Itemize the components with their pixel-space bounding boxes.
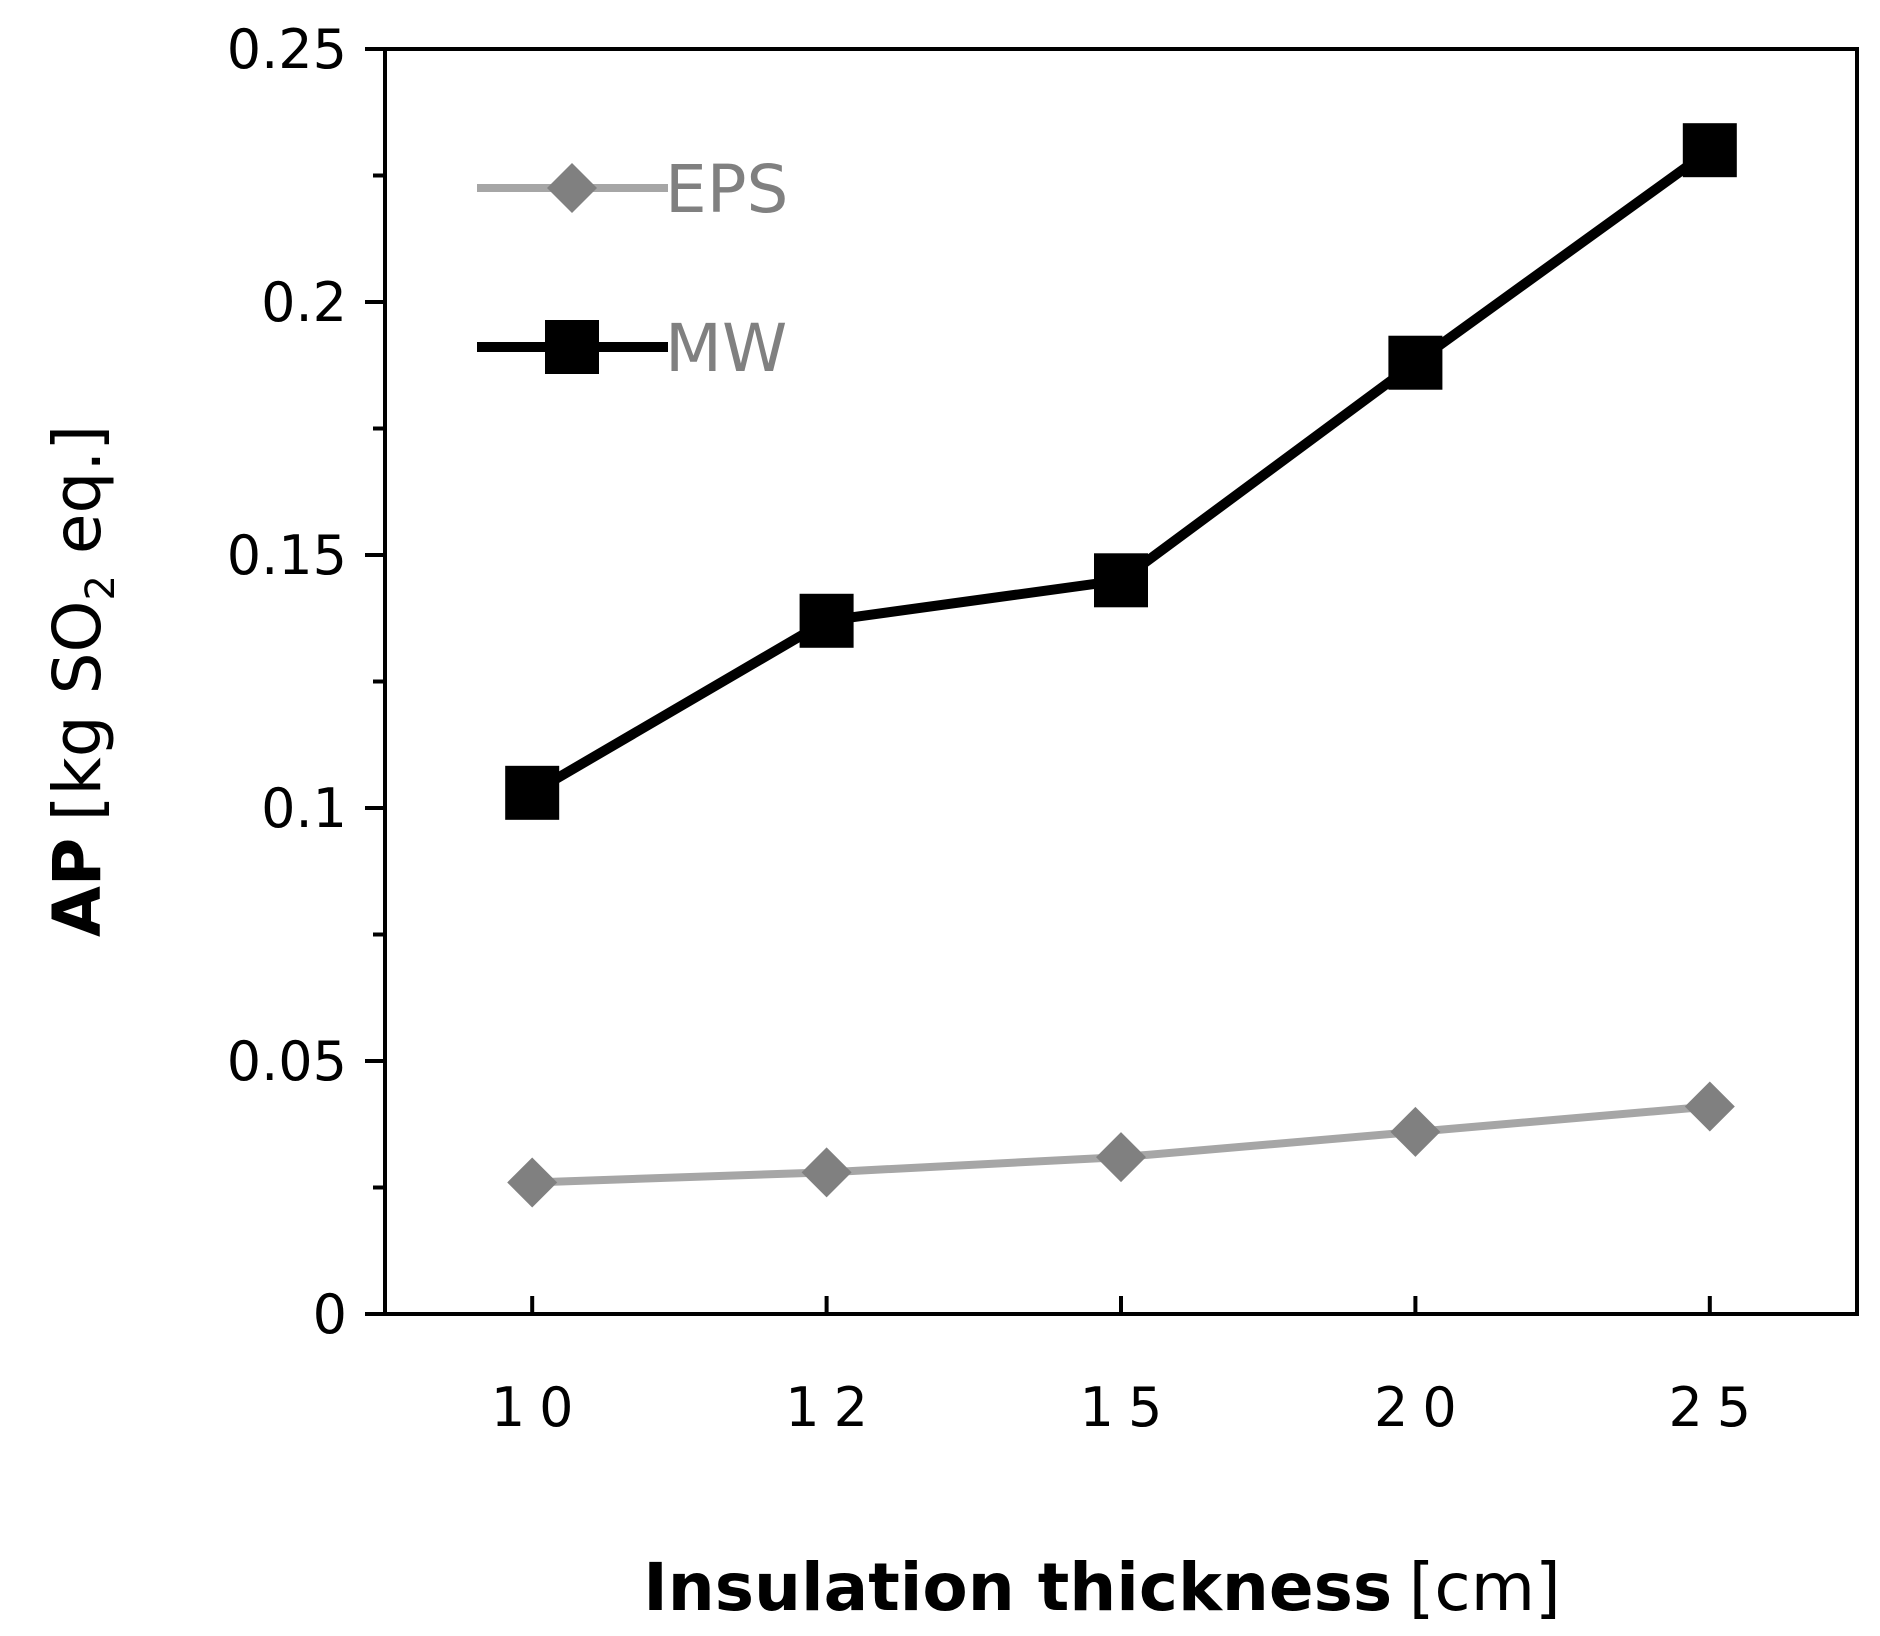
data-point xyxy=(507,1157,558,1208)
x-axis-title-unit: [cm] xyxy=(1409,1549,1561,1626)
y-axis: 0 0.05 0.1 0.15 0.2 0.25 xyxy=(227,18,385,1346)
data-point xyxy=(1096,1132,1146,1183)
x-tick-label: 15 xyxy=(1080,1376,1177,1439)
y-axis-title: AP [kg SO2 eq.] xyxy=(39,425,124,937)
y-tick-label: 0.1 xyxy=(261,777,347,840)
data-point xyxy=(1390,1106,1441,1157)
legend-label: EPS xyxy=(665,151,788,228)
data-point xyxy=(799,593,854,648)
series-eps xyxy=(507,1081,1735,1208)
series-mw xyxy=(505,123,1737,820)
legend-marker xyxy=(545,320,599,374)
y-tick-label: 0.25 xyxy=(227,18,347,81)
x-axis: 10 12 15 20 25 xyxy=(491,1296,1765,1439)
x-tick-label: 12 xyxy=(785,1376,882,1439)
data-point xyxy=(1684,1081,1735,1132)
data-point xyxy=(1094,553,1148,608)
legend-label: MW xyxy=(665,310,787,387)
data-point xyxy=(801,1147,852,1198)
legend: EPS MW xyxy=(477,151,788,387)
y-tick-label: 0.05 xyxy=(227,1030,347,1093)
x-axis-title-bold: Insulation thickness xyxy=(643,1549,1392,1626)
x-tick-label: 20 xyxy=(1374,1376,1471,1439)
data-point xyxy=(505,765,560,820)
series-line xyxy=(529,146,1713,798)
y-axis-title-subscript: 2 xyxy=(78,575,124,600)
y-tick-label: 0.2 xyxy=(261,271,347,334)
x-tick-label: 10 xyxy=(491,1376,588,1439)
y-axis-title-bold: AP xyxy=(39,838,116,937)
x-axis-title: Insulation thickness [cm] xyxy=(643,1549,1561,1626)
y-tick-label: 0.15 xyxy=(227,524,347,587)
x-tick-label: 25 xyxy=(1668,1376,1765,1439)
legend-item-mw: MW xyxy=(477,310,787,387)
plot-area-frame xyxy=(383,47,1859,1316)
series-layer xyxy=(505,123,1737,1208)
legend-marker xyxy=(547,163,597,213)
legend-item-eps: EPS xyxy=(477,151,788,228)
data-point xyxy=(1682,123,1737,178)
y-axis-title-unit: [kg SO xyxy=(39,601,116,822)
y-tick-label: 0 xyxy=(313,1283,347,1346)
data-point xyxy=(1388,335,1443,390)
y-axis-title-unit-end: eq.] xyxy=(39,425,116,575)
